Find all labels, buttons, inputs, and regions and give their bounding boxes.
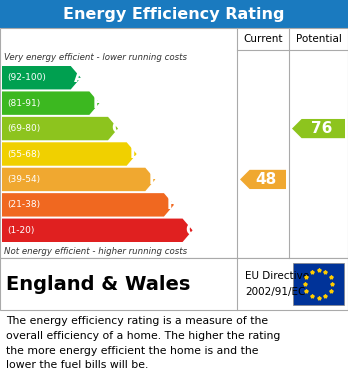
Text: C: C <box>111 121 122 136</box>
Text: (39-54): (39-54) <box>7 175 40 184</box>
Text: (81-91): (81-91) <box>7 99 40 108</box>
Text: (92-100): (92-100) <box>7 73 46 82</box>
Text: Not energy efficient - higher running costs: Not energy efficient - higher running co… <box>4 246 187 255</box>
Text: Very energy efficient - lower running costs: Very energy efficient - lower running co… <box>4 54 187 63</box>
Text: Potential: Potential <box>295 34 341 44</box>
Text: England & Wales: England & Wales <box>6 274 190 294</box>
Text: 2002/91/EC: 2002/91/EC <box>245 287 306 297</box>
Text: EU Directive: EU Directive <box>245 271 309 281</box>
Polygon shape <box>2 142 137 166</box>
Bar <box>0 0 348 28</box>
Polygon shape <box>292 119 345 138</box>
Polygon shape <box>2 168 155 191</box>
Text: A: A <box>74 70 86 85</box>
Text: (1-20): (1-20) <box>7 226 34 235</box>
Text: E: E <box>148 172 159 187</box>
Polygon shape <box>240 170 286 189</box>
Bar <box>0 258 348 310</box>
Polygon shape <box>2 66 81 90</box>
Text: Current: Current <box>243 34 283 44</box>
Bar <box>0 28 348 258</box>
Text: 76: 76 <box>311 121 332 136</box>
Bar <box>293 263 344 305</box>
Polygon shape <box>2 117 118 140</box>
Text: The energy efficiency rating is a measure of the
overall efficiency of a home. T: The energy efficiency rating is a measur… <box>6 316 280 370</box>
Text: (55-68): (55-68) <box>7 149 40 158</box>
Polygon shape <box>2 91 100 115</box>
Text: (21-38): (21-38) <box>7 200 40 209</box>
Text: Energy Efficiency Rating: Energy Efficiency Rating <box>63 7 285 22</box>
Text: F: F <box>167 197 177 212</box>
Text: B: B <box>92 96 104 111</box>
Text: (69-80): (69-80) <box>7 124 40 133</box>
Text: G: G <box>185 223 198 238</box>
Text: D: D <box>130 147 142 161</box>
Polygon shape <box>2 219 192 242</box>
Polygon shape <box>2 193 174 217</box>
Text: 48: 48 <box>255 172 277 187</box>
